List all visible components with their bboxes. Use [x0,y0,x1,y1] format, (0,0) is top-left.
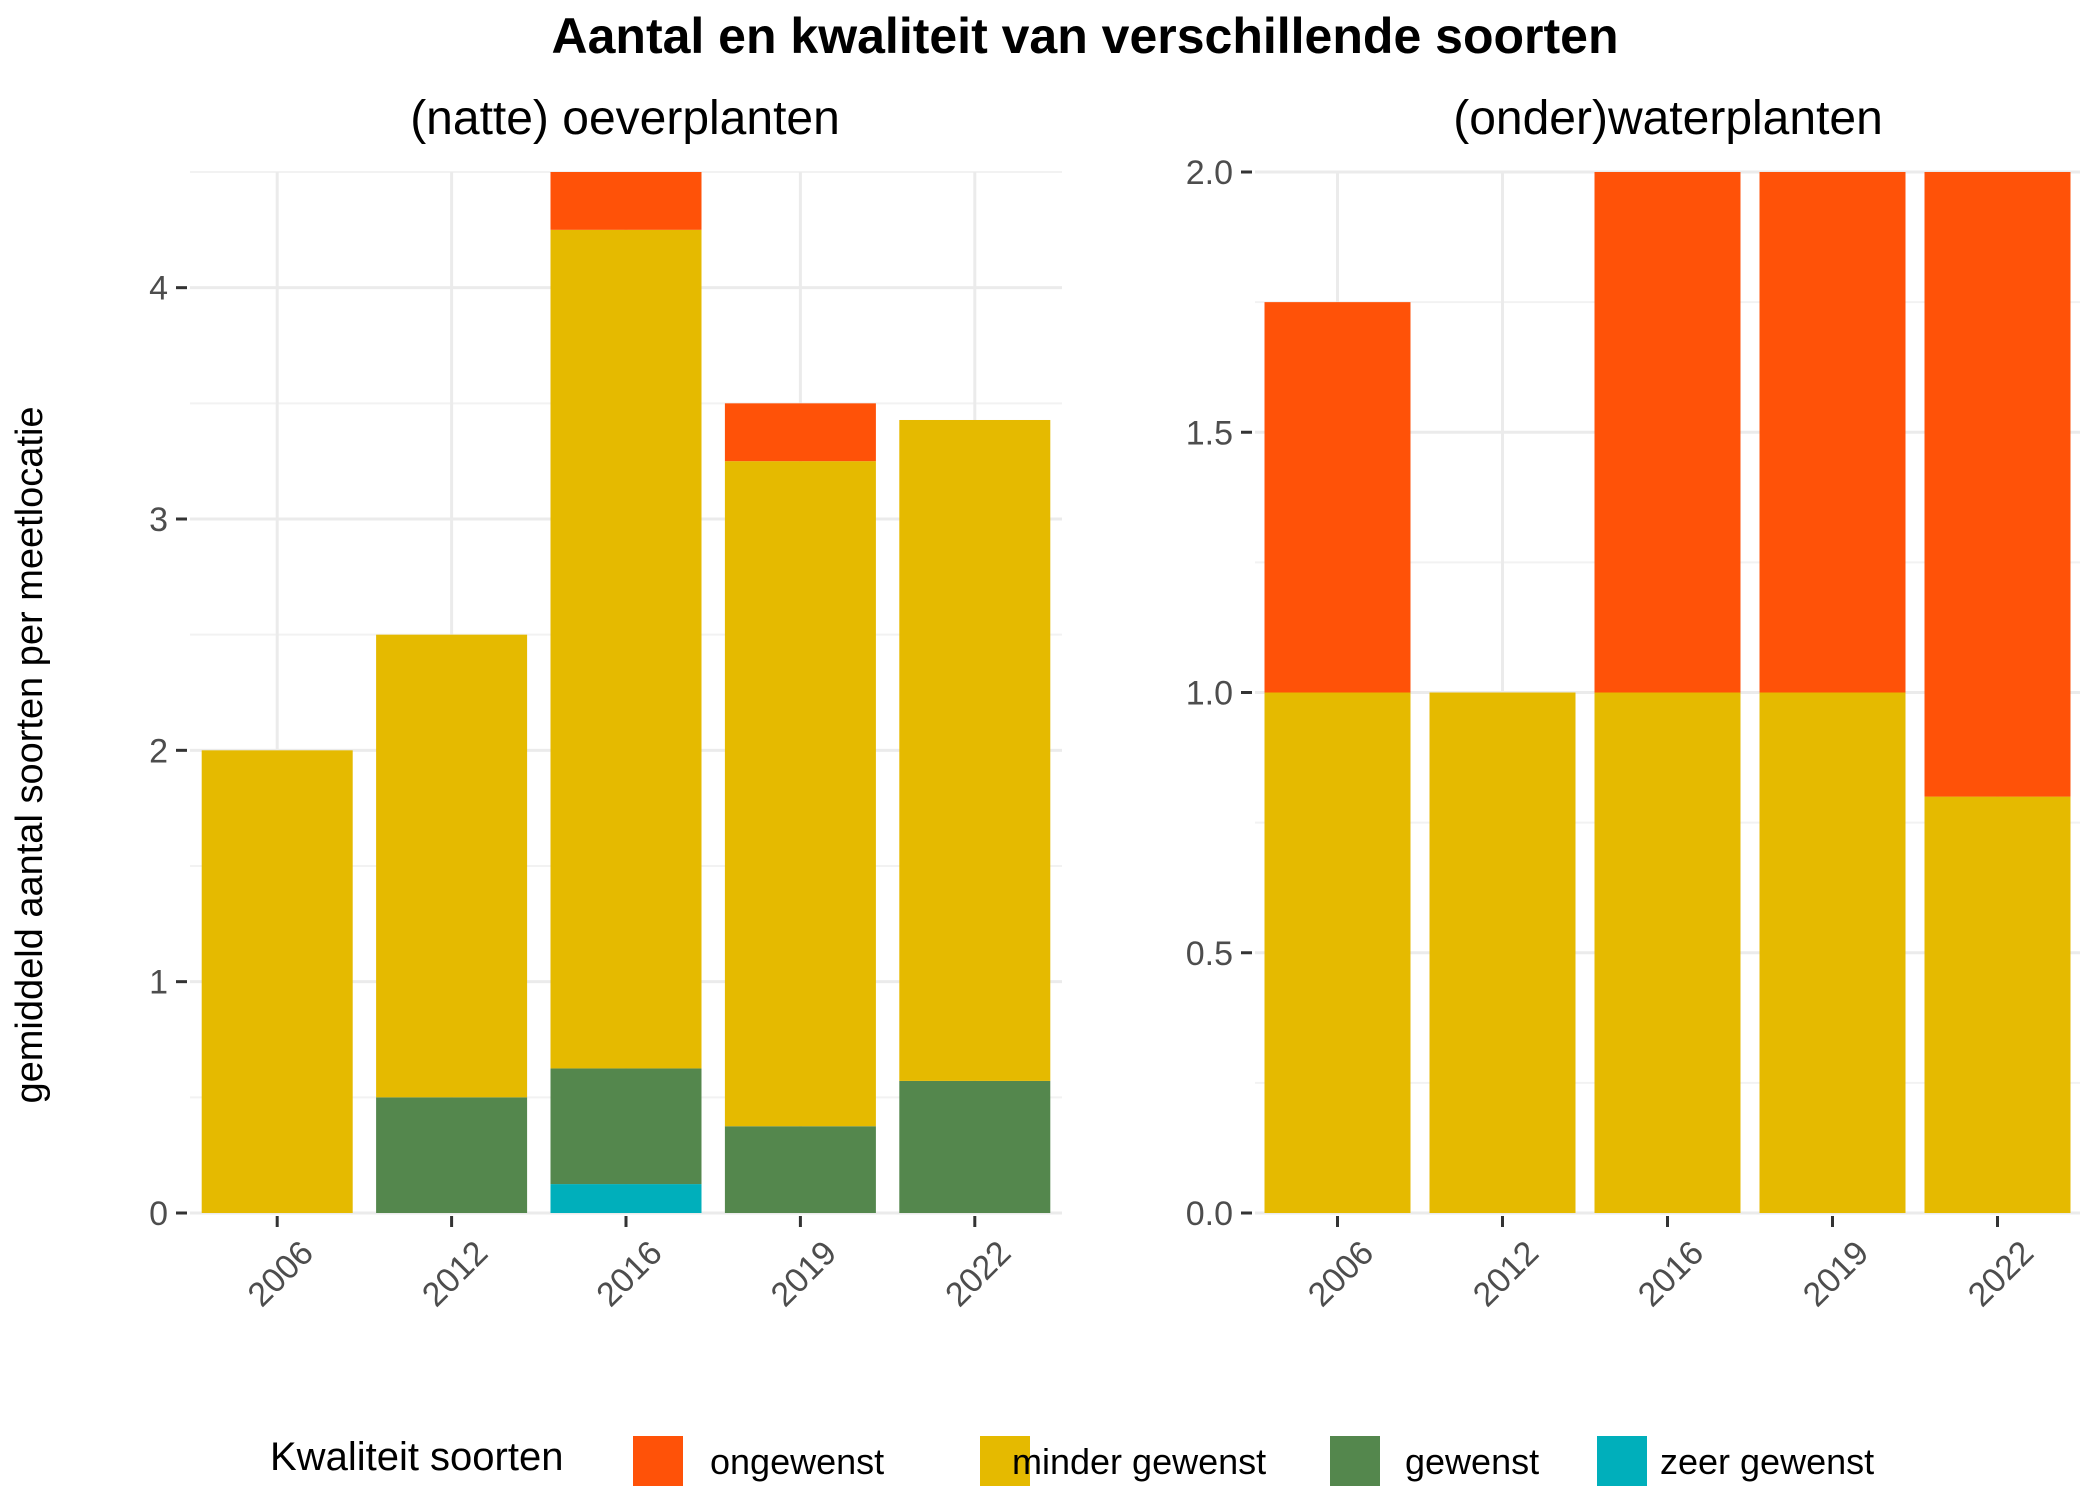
legend-label: gewenst [1405,1441,1539,1482]
legend-item-gewenst: gewenst [1330,1436,1539,1486]
bar-2019-minder-gewenst [1759,692,1906,1213]
legend-item-ongewenst: ongewenst [633,1436,884,1486]
legend-label: minder gewenst [1012,1441,1266,1482]
bar-2022-minder-gewenst [899,419,1051,1081]
legend-swatch [1330,1436,1380,1486]
x-tick-label: 2012 [1466,1234,1546,1314]
x-tick-label: 2016 [1631,1234,1711,1314]
bar-2012-minder-gewenst [1429,692,1576,1213]
bar-2016-minder-gewenst [1594,692,1741,1213]
legend-label: zeer gewenst [1660,1441,1874,1482]
bars [1264,172,2071,1213]
bar-2019-gewenst [724,1126,876,1213]
y-tick-label: 2.0 [1186,154,1233,192]
legend-title: Kwaliteit soorten [270,1435,563,1479]
y-tick-label: 1.5 [1186,414,1233,452]
panel-1: (natte) oeverplanten 0 1 2 3 4 2006 2012 2016 201… [149,92,1062,1314]
bar-2022-gewenst [899,1080,1051,1213]
bar-2012-minder-gewenst [376,634,528,1098]
x-tick-label: 2006 [1301,1234,1381,1314]
legend-swatch [633,1436,683,1486]
bar-2016-ongewenst [1594,172,1741,693]
bars [201,172,1051,1213]
y-tick-label: 4 [149,270,168,308]
x-axis: 2006 2012 2016 2019 2022 [1301,1216,2041,1314]
y-tick-label: 0.5 [1186,935,1233,973]
x-axis: 2006 2012 2016 2019 2022 [241,1216,1018,1314]
y-tick-label: 1 [149,964,168,1002]
y-tick-label: 1.0 [1186,675,1233,713]
y-axis: 0 1 2 3 4 [149,270,187,1233]
bar-2019-ongewenst [724,403,876,462]
x-tick-label: 2016 [589,1234,669,1314]
bar-2016-zeer-gewenst [550,1184,702,1213]
bar-2016-minder-gewenst [550,229,702,1069]
y-axis-title: gemiddeld aantal soorten per meetlocatie [9,406,51,1103]
legend-item-minder-gewenst: minder gewenst [980,1436,1266,1486]
panel-title: (onder)waterplanten [1453,92,1883,145]
chart-panels: (natte) oeverplanten 0 1 2 3 4 2006 2012 2016 201… [149,92,2080,1314]
bar-2016-gewenst [550,1068,702,1185]
bar-2016-ongewenst [550,172,702,230]
chart-title: Aantal en kwaliteit van verschillende so… [551,8,1618,64]
bar-2006-ongewenst [1264,302,1411,693]
y-tick-label: 0.0 [1186,1195,1233,1233]
legend-swatch [980,1436,1030,1486]
x-tick-label: 2019 [1796,1234,1876,1314]
bar-2022-ongewenst [1924,172,2071,797]
y-tick-label: 3 [149,501,168,539]
y-tick-label: 0 [149,1195,168,1233]
y-axis: 0.0 0.5 1.0 1.5 2.0 [1186,154,1252,1233]
y-tick-label: 2 [149,732,168,770]
bar-2006-minder-gewenst [201,750,353,1213]
bar-2019-minder-gewenst [724,461,876,1127]
x-tick-label: 2022 [938,1234,1018,1314]
legend-items: ongewenst minder gewenst gewenst zeer gewen… [633,1436,1874,1486]
bar-2022-minder-gewenst [1924,796,2071,1213]
bar-2006-minder-gewenst [1264,692,1411,1213]
legend-item-zeer-gewenst: zeer gewenst [1597,1436,1874,1486]
bar-2019-ongewenst [1759,172,1906,693]
legend-swatch [1597,1436,1647,1486]
x-tick-label: 2006 [241,1234,321,1314]
legend-label: ongewenst [710,1441,884,1482]
legend: Kwaliteit soorten ongewenst minder gewens… [270,1435,1874,1486]
bar-2012-gewenst [376,1097,528,1213]
panel-title: (natte) oeverplanten [410,92,840,145]
x-tick-label: 2022 [1961,1234,2041,1314]
x-tick-label: 2012 [415,1234,495,1314]
x-tick-label: 2019 [764,1234,844,1314]
